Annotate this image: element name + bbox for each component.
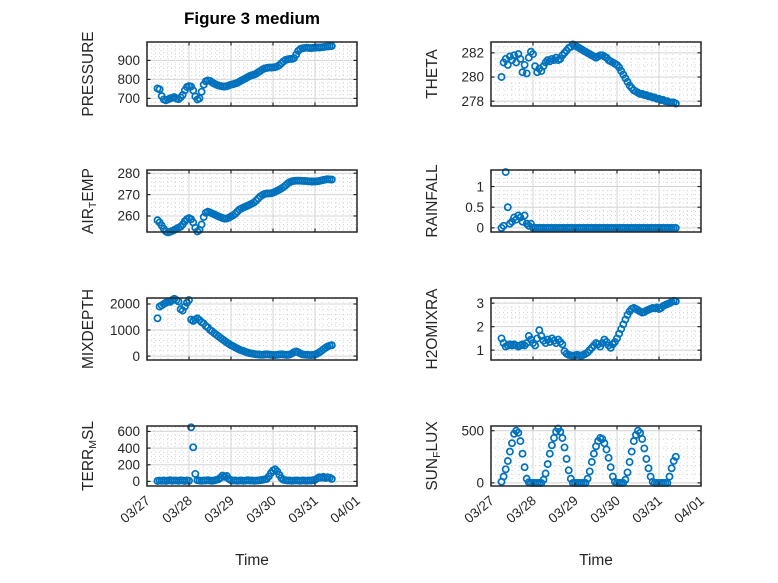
svg-text:270: 270: [117, 187, 140, 202]
svg-text:500: 500: [461, 423, 484, 438]
axes-border: [490, 297, 702, 361]
svg-text:2000: 2000: [110, 297, 140, 312]
svg-text:1: 1: [476, 179, 484, 194]
svg-text:1: 1: [476, 343, 484, 358]
svg-text:03/29: 03/29: [201, 493, 237, 526]
y-tick-labels: 260 270 280: [117, 166, 140, 224]
svg-text:900: 900: [117, 53, 140, 68]
y-tick-labels: 0 500: [461, 423, 484, 490]
ylabel-terr-msl: TERRMSL: [80, 421, 99, 491]
y-tick-labels: 700 800 900: [117, 53, 140, 106]
grid-major: [147, 170, 357, 232]
svg-text:282: 282: [461, 46, 484, 61]
scatter-points: [153, 423, 336, 485]
svg-text:600: 600: [117, 424, 140, 439]
svg-text:03/30: 03/30: [587, 493, 623, 526]
svg-text:200: 200: [117, 457, 140, 472]
tick-marks: [490, 298, 702, 360]
subplot-h2omixra: 1 2 3 H2OMIXRA: [424, 288, 702, 370]
grid-major: [147, 298, 357, 360]
axes-border: [146, 41, 358, 107]
tick-marks: [146, 426, 358, 486]
svg-text:03/31: 03/31: [285, 493, 321, 526]
ylabel-pressure: PRESSURE: [80, 31, 97, 116]
svg-text:03/27: 03/27: [117, 493, 153, 526]
tick-marks: [490, 170, 702, 232]
axes-border: [146, 297, 358, 361]
svg-text:3: 3: [476, 296, 484, 311]
y-tick-labels: 1 2 3: [476, 296, 484, 358]
axes-border: [146, 425, 358, 487]
axes-border: [490, 169, 702, 233]
svg-text:280: 280: [461, 70, 484, 85]
y-tick-labels: 278 280 282: [461, 46, 484, 109]
svg-text:0: 0: [132, 474, 140, 489]
axes-border: [490, 425, 702, 487]
ylabel-theta: THETA: [424, 49, 441, 99]
axes-border: [146, 169, 358, 233]
axes-border: [490, 41, 702, 107]
subplot-theta: 278 280 282 THETA: [424, 40, 702, 109]
ylabel-sun-flux: SUNFLUX: [424, 421, 443, 491]
ylabel-air-temp: AIRTEMP: [80, 168, 99, 234]
scatter-points: [497, 168, 680, 232]
svg-text:278: 278: [461, 94, 484, 109]
svg-text:400: 400: [117, 441, 140, 456]
subplot-air-temp: 260 270 280 AIRTEMP: [80, 166, 358, 237]
svg-text:0: 0: [132, 349, 140, 364]
tick-marks: [146, 298, 358, 360]
svg-text:0: 0: [476, 476, 484, 491]
figure-title: Figure 3 medium: [183, 9, 321, 28]
subplot-pressure: 700 800 900 PRESSURE: [80, 31, 358, 117]
scatter-points: [153, 175, 336, 237]
subplot-sun-flux: 0 500 03/27 03/28 03/29 03/30 03/31 04/01 SUNFLU…: [424, 421, 707, 526]
ylabel-h2omixra: H2OMIXRA: [424, 288, 441, 370]
svg-text:03/27: 03/27: [461, 493, 497, 526]
tick-marks: [146, 42, 358, 106]
scatter-points: [153, 294, 336, 360]
svg-text:03/29: 03/29: [545, 493, 581, 526]
ylabel-rainfall: RAINFALL: [424, 164, 441, 238]
tick-marks: [490, 426, 702, 486]
x-tick-labels: 03/27 03/28 03/29 03/30 03/31 04/01: [461, 493, 707, 526]
ylabel-mixdepth: MIXDEPTH: [80, 289, 97, 369]
svg-text:03/30: 03/30: [243, 493, 279, 526]
svg-text:03/28: 03/28: [503, 493, 539, 526]
svg-text:800: 800: [117, 72, 140, 87]
grid-minor: [491, 42, 701, 106]
svg-text:0.5: 0.5: [465, 200, 484, 215]
y-tick-labels: 00.51: [465, 179, 484, 235]
grid-minor: [491, 169, 701, 233]
xlabel-time-right: Time: [579, 552, 613, 569]
tick-marks: [490, 42, 702, 106]
svg-text:04/01: 04/01: [327, 493, 363, 526]
svg-text:700: 700: [117, 91, 140, 106]
svg-text:0: 0: [476, 221, 484, 236]
svg-text:03/31: 03/31: [629, 493, 665, 526]
svg-text:04/01: 04/01: [671, 493, 707, 526]
scatter-points: [153, 42, 336, 105]
svg-text:280: 280: [117, 166, 140, 181]
y-tick-labels: 0 1000 2000: [110, 297, 140, 364]
svg-text:2: 2: [476, 319, 484, 334]
svg-text:1000: 1000: [110, 323, 140, 338]
subplot-mixdepth: 0 1000 2000 MIXDEPTH: [80, 289, 358, 369]
svg-text:260: 260: [117, 209, 140, 224]
x-tick-labels: 03/27 03/28 03/29 03/30 03/31 04/01: [117, 493, 363, 526]
xlabel-time-left: Time: [235, 552, 269, 569]
svg-text:03/28: 03/28: [159, 493, 195, 526]
tick-marks: [146, 170, 358, 232]
